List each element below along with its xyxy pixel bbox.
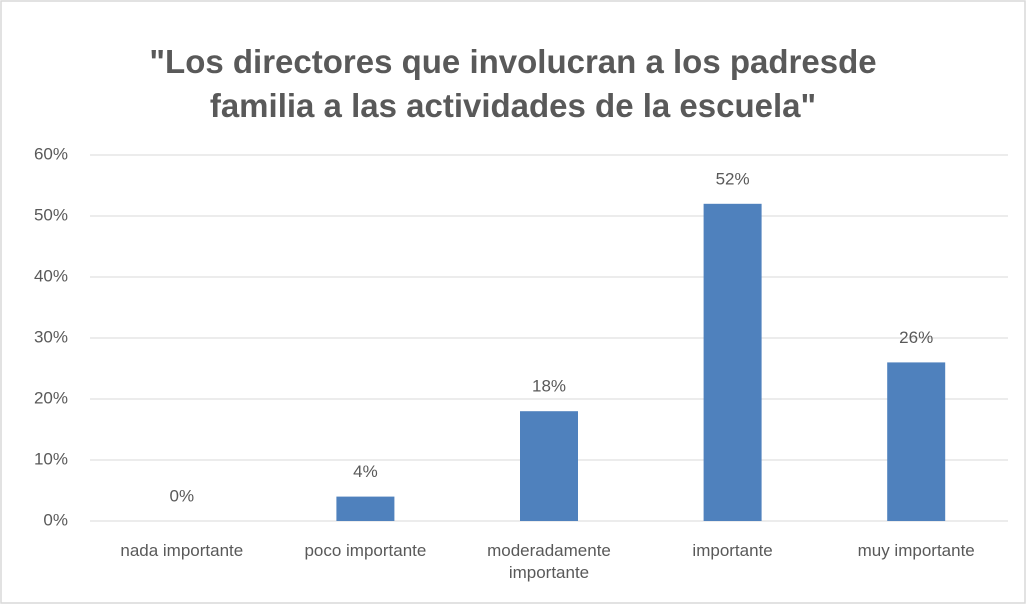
bar [887, 362, 946, 521]
data-label: 26% [899, 328, 933, 347]
y-tick-label: 10% [34, 449, 68, 468]
chart-title: "Los directores que involucran a los pad… [149, 43, 877, 124]
y-tick-label: 20% [34, 388, 68, 407]
bar [336, 496, 395, 521]
bar [520, 411, 578, 521]
data-label: 0% [170, 486, 195, 505]
y-tick-label: 30% [34, 327, 68, 346]
x-tick-label: poco importante [304, 541, 427, 560]
y-tick-label: 60% [34, 144, 68, 163]
data-label: 18% [532, 377, 566, 396]
y-tick-label: 0% [43, 510, 68, 529]
x-tick-label: nada importante [120, 541, 244, 560]
bar [703, 203, 762, 522]
y-tick-label: 50% [34, 205, 68, 224]
x-tick-label: importante [692, 541, 773, 560]
data-label: 52% [716, 169, 750, 188]
data-label: 4% [353, 462, 378, 481]
y-tick-label: 40% [34, 266, 68, 285]
x-tick-label: moderadamente importante [487, 541, 611, 582]
x-tick-label: muy importante [857, 541, 975, 560]
